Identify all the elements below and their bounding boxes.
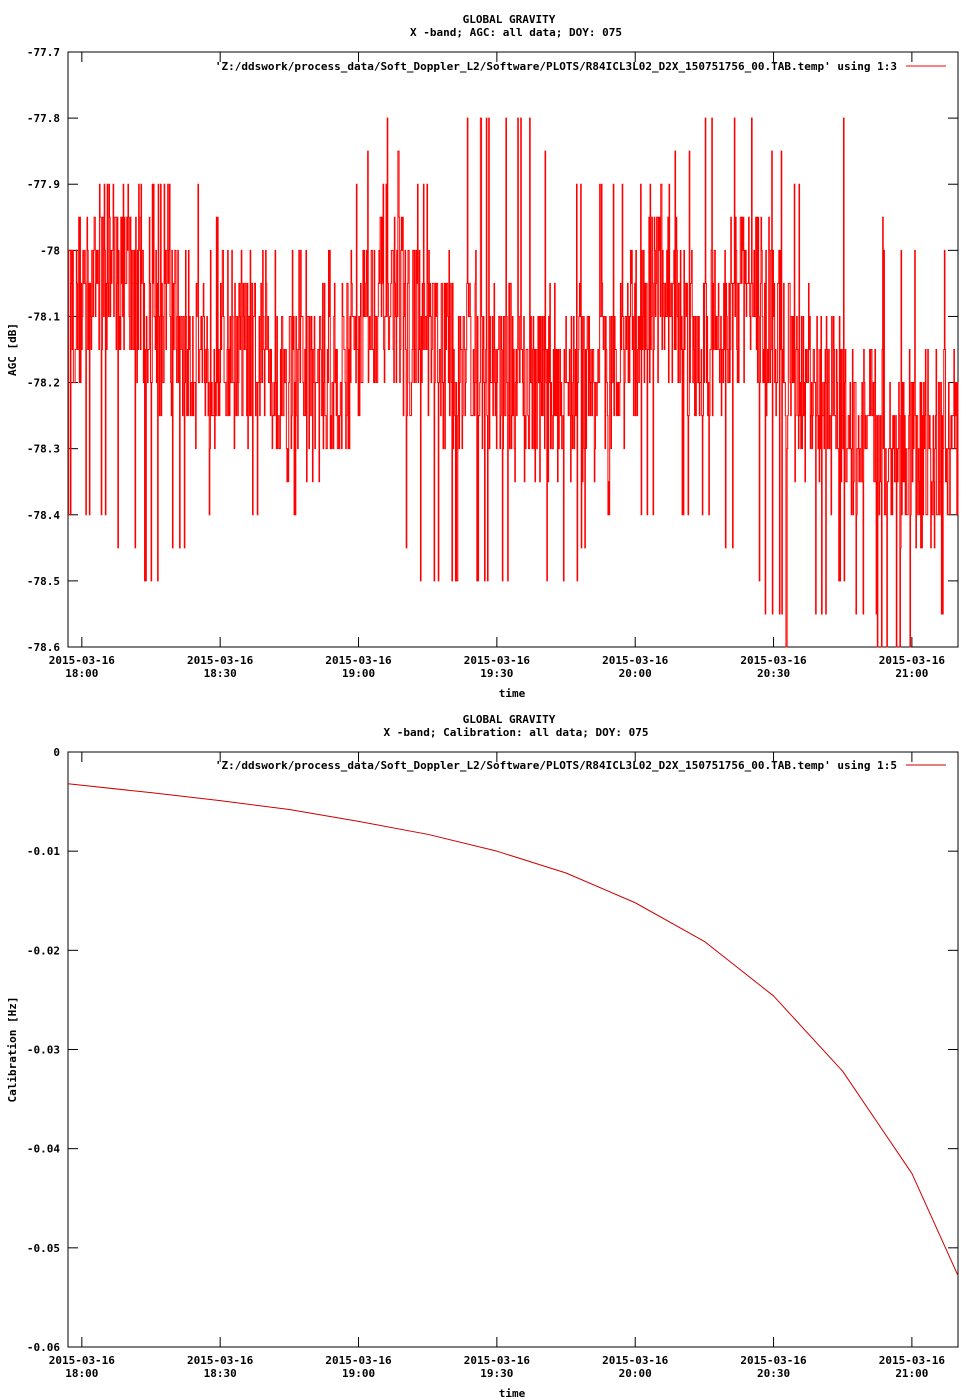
- x-tick-label-date: 2015-03-16: [602, 654, 669, 667]
- x-tick-label-time: 20:00: [619, 667, 652, 680]
- y-tick-label: -77.9: [27, 178, 60, 191]
- chart-title: GLOBAL GRAVITY: [463, 13, 556, 26]
- x-tick-label-time: 18:00: [65, 1367, 98, 1380]
- y-tick-label: -78.3: [27, 443, 60, 456]
- chart-subtitle: X -band; AGC: all data; DOY: 075: [410, 26, 622, 39]
- y-tick-label: -0.04: [27, 1143, 60, 1156]
- x-tick-label-date: 2015-03-16: [325, 654, 392, 667]
- chart-subtitle: X -band; Calibration: all data; DOY: 075: [384, 726, 649, 739]
- y-tick-label: -77.8: [27, 112, 60, 125]
- x-tick-label-date: 2015-03-16: [602, 1354, 669, 1367]
- y-tick-label: -0.01: [27, 845, 60, 858]
- legend-label: 'Z:/ddswork/process_data/Soft_Doppler_L2…: [215, 60, 897, 73]
- series-line-agc: [68, 117, 959, 648]
- x-tick-label-date: 2015-03-16: [49, 1354, 116, 1367]
- plot-frame: [67, 51, 959, 648]
- series-line-calibration: [67, 783, 959, 1276]
- x-tick-label-time: 19:00: [342, 667, 375, 680]
- y-axis-label: AGC [dB]: [6, 323, 19, 376]
- y-axis-label: Calibration [Hz]: [6, 997, 19, 1103]
- x-tick-label-time: 18:30: [204, 1367, 237, 1380]
- x-tick-label-time: 20:30: [757, 1367, 790, 1380]
- y-tick-label: -0.03: [27, 1044, 60, 1057]
- x-tick-label-date: 2015-03-16: [879, 654, 946, 667]
- y-tick-label: -78.2: [27, 377, 60, 390]
- y-tick-label: -78.4: [27, 509, 60, 522]
- x-tick-label-date: 2015-03-16: [740, 654, 807, 667]
- x-tick-label-date: 2015-03-16: [464, 654, 531, 667]
- y-tick-label: -78.5: [27, 575, 60, 588]
- x-tick-label-date: 2015-03-16: [879, 1354, 946, 1367]
- y-tick-label: 0: [53, 746, 60, 759]
- x-tick-label-date: 2015-03-16: [325, 1354, 392, 1367]
- legend-label: 'Z:/ddswork/process_data/Soft_Doppler_L2…: [215, 759, 897, 772]
- x-tick-label-time: 20:30: [757, 667, 790, 680]
- y-tick-label: -0.06: [27, 1341, 60, 1354]
- y-tick-label: -78: [40, 244, 60, 257]
- y-tick-label: -77.7: [27, 46, 60, 59]
- x-tick-label-time: 18:30: [204, 667, 237, 680]
- x-tick-label-date: 2015-03-16: [49, 654, 116, 667]
- x-tick-label-time: 19:30: [480, 1367, 513, 1380]
- x-tick-label-time: 20:00: [619, 1367, 652, 1380]
- x-tick-label-date: 2015-03-16: [464, 1354, 531, 1367]
- plot-frame: [67, 751, 959, 1348]
- x-axis-label: time: [499, 1387, 526, 1400]
- x-tick-label-time: 19:30: [480, 667, 513, 680]
- x-tick-label-date: 2015-03-16: [740, 1354, 807, 1367]
- y-tick-label: -0.02: [27, 944, 60, 957]
- x-tick-label-time: 21:00: [895, 667, 928, 680]
- x-tick-label-time: 21:00: [895, 1367, 928, 1380]
- y-tick-label: -0.05: [27, 1242, 60, 1255]
- chart-title: GLOBAL GRAVITY: [463, 713, 556, 726]
- x-tick-label-time: 19:00: [342, 1367, 375, 1380]
- x-tick-label-date: 2015-03-16: [187, 1354, 254, 1367]
- y-tick-label: -78.6: [27, 641, 60, 654]
- x-axis-label: time: [499, 687, 526, 700]
- y-tick-label: -78.1: [27, 310, 60, 323]
- x-tick-label-date: 2015-03-16: [187, 654, 254, 667]
- x-tick-label-time: 18:00: [65, 667, 98, 680]
